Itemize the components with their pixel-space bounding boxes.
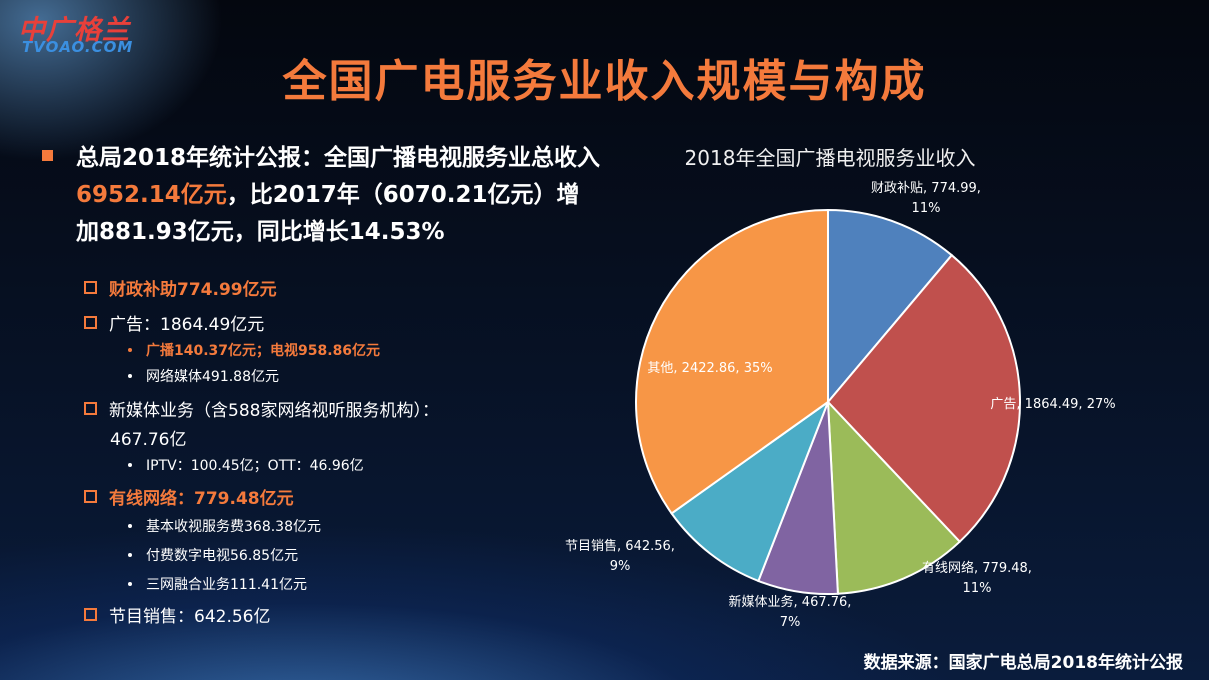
pie-slice-3	[826, 399, 962, 595]
data-source: 数据来源：国家广电总局2018年统计公报	[863, 653, 1183, 673]
hollow-square-bullet-icon	[84, 490, 97, 503]
sub-item-iptv-ott: IPTV：100.45亿；OTT：46.96亿	[128, 455, 364, 475]
sub-item-label: IPTV：100.45亿；OTT：46.96亿	[146, 458, 364, 474]
list-item-label: 有线网络：779.48亿元	[109, 489, 294, 509]
list-item-label: 节目销售：642.56亿	[109, 607, 271, 627]
list-item-cable: 有线网络：779.48亿元	[84, 484, 294, 509]
square-bullet-icon	[42, 150, 53, 161]
slice-label-4: 新媒体业务, 467.76, 7%	[729, 594, 852, 630]
list-item-label: 广告：1864.49亿元	[109, 315, 265, 335]
logo: 中广格兰 TVOAO.COM	[18, 8, 163, 56]
lead-part-2: ，比2017年（6070.21亿元）增加881.93亿元，同比增长14.53%	[76, 182, 580, 245]
list-item-new-media-value: 467.76亿	[110, 430, 187, 450]
sub-item-label: 付费数字电视56.85亿元	[146, 548, 299, 564]
revenue-pie-chart: 财政补贴, 774.99, 11% 广告, 1864.49, 27% 有线网络, 77…	[565, 181, 1116, 630]
list-item-ads: 广告：1864.49亿元	[84, 310, 264, 335]
pie-slice-5	[670, 399, 831, 583]
pie-slice-6	[635, 208, 829, 515]
pie-slice-1	[827, 208, 954, 405]
slice-label-3: 有线网络, 779.48, 11%	[922, 560, 1032, 596]
list-item-label: 财政补助774.99亿元	[109, 280, 277, 300]
dot-bullet-icon	[128, 524, 132, 528]
sub-item-online-media: 网络媒体491.88亿元	[128, 366, 279, 386]
slice-label-5: 节目销售, 642.56, 9%	[565, 538, 675, 574]
slice-label-1: 财政补贴, 774.99, 11%	[871, 181, 981, 216]
hollow-square-bullet-icon	[84, 281, 97, 294]
dot-bullet-icon	[128, 582, 132, 586]
lead-paragraph: 总局2018年统计公报：全国广播电视服务业总收入 6952.14亿元，比2017年…	[42, 140, 602, 251]
lead-text: 总局2018年统计公报：全国广播电视服务业总收入 6952.14亿元，比2017年…	[76, 140, 602, 251]
sub-item-label: 基本收视服务费368.38亿元	[146, 519, 321, 535]
list-item-label: 新媒体业务（含588家网络视听服务机构）：	[109, 401, 439, 421]
page-title: 全国广电服务业收入规模与构成	[282, 56, 927, 107]
list-item-fiscal: 财政补助774.99亿元	[84, 275, 277, 300]
list-item-new-media: 新媒体业务（含588家网络视听服务机构）：	[84, 396, 439, 421]
dot-bullet-icon	[128, 463, 132, 467]
sub-item-convergence: 三网融合业务111.41亿元	[128, 574, 307, 594]
sub-item-label: 网络媒体491.88亿元	[146, 369, 279, 385]
total-revenue-highlight: 6952.14亿元	[76, 182, 227, 208]
slice-label-6: 其他, 2422.86, 35%	[647, 361, 772, 376]
chart-title: 2018年全国广播电视服务业收入	[684, 146, 976, 170]
hollow-square-bullet-icon	[84, 402, 97, 415]
dot-bullet-icon	[128, 553, 132, 557]
sub-item-broadcast-tv: 广播140.37亿元；电视958.86亿元	[128, 340, 380, 360]
slice-label-2: 广告, 1864.49, 27%	[990, 397, 1115, 412]
logo-cn: 中广格兰	[18, 15, 130, 46]
dot-bullet-icon	[128, 348, 132, 352]
sub-item-basic-service: 基本收视服务费368.38亿元	[128, 516, 321, 536]
sub-item-label: 三网融合业务111.41亿元	[146, 577, 307, 593]
list-item-programs: 节目销售：642.56亿	[84, 602, 270, 627]
pie-slice-2	[826, 253, 1021, 544]
logo-en: TVOAO.COM	[22, 38, 134, 56]
sub-item-label: 广播140.37亿元；电视958.86亿元	[146, 343, 381, 359]
hollow-square-bullet-icon	[84, 316, 97, 329]
dot-bullet-icon	[128, 374, 132, 378]
lead-part-1: 总局2018年统计公报：全国广播电视服务业总收入	[76, 145, 601, 171]
sub-item-paid-tv: 付费数字电视56.85亿元	[128, 545, 298, 565]
hollow-square-bullet-icon	[84, 608, 97, 621]
